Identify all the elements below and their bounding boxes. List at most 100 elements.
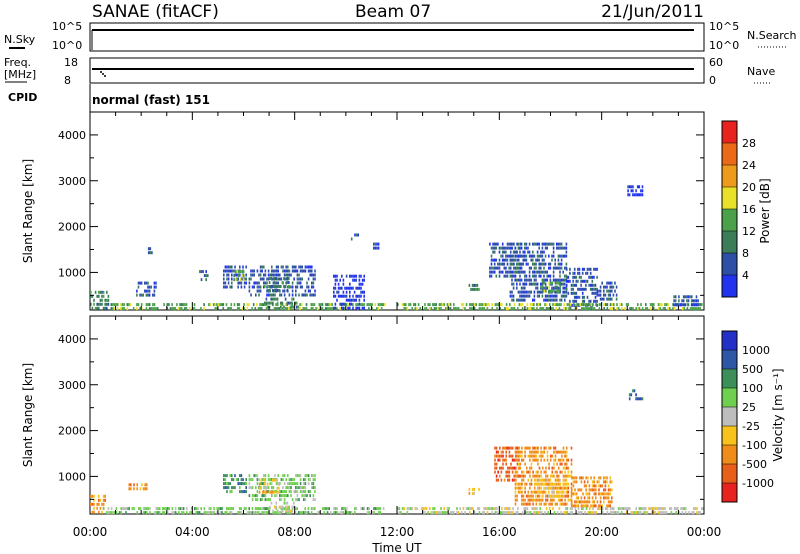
range-cell <box>548 294 550 298</box>
range-cell <box>239 482 241 486</box>
range-cell <box>540 282 542 286</box>
range-cell <box>582 476 584 480</box>
range-cell <box>641 193 644 197</box>
range-cell <box>136 289 138 293</box>
range-cell <box>683 307 685 311</box>
range-cell <box>223 478 225 482</box>
range-cell <box>537 511 540 515</box>
range-cell <box>521 502 523 506</box>
range-cell <box>290 273 292 277</box>
range-cell <box>333 306 335 310</box>
range-cell <box>562 270 564 274</box>
range-cell <box>681 507 684 511</box>
range-cell <box>521 446 523 450</box>
range-cell <box>583 279 586 283</box>
range-cell <box>142 507 145 511</box>
range-cell <box>489 266 491 270</box>
range-cell <box>349 290 351 294</box>
range-cell <box>276 297 279 301</box>
range-cell <box>231 273 233 277</box>
range-cell <box>236 303 239 307</box>
range-cell <box>535 446 538 450</box>
range-cell <box>575 496 578 500</box>
range-cell <box>600 507 602 511</box>
range-cell <box>495 446 498 450</box>
range-cell <box>511 242 513 246</box>
range-cell <box>577 496 579 500</box>
range-cell <box>329 303 332 307</box>
range-cell <box>522 254 524 258</box>
range-cell <box>592 303 594 307</box>
range-cell <box>695 303 698 307</box>
range-cell <box>304 269 307 273</box>
range-cell <box>516 258 518 262</box>
range-cell <box>525 507 527 511</box>
range-cell <box>142 293 144 297</box>
range-cell <box>261 507 263 511</box>
range-cell <box>604 488 607 492</box>
range-cell <box>133 507 135 511</box>
range-cell <box>304 482 307 486</box>
range-cell <box>176 303 178 307</box>
range-cell <box>552 507 554 511</box>
range-cell <box>205 270 207 274</box>
range-cell <box>675 507 677 511</box>
range-cell <box>540 498 542 502</box>
range-cell <box>217 303 220 307</box>
range-cell <box>275 273 278 277</box>
range-cell <box>258 478 260 482</box>
range-cell <box>290 482 292 486</box>
range-cell <box>557 286 560 290</box>
range-cell <box>440 511 442 515</box>
range-cell <box>286 307 289 311</box>
range-cell <box>272 285 274 288</box>
range-cell <box>503 478 506 482</box>
range-cell <box>611 281 613 285</box>
range-cell <box>521 490 523 494</box>
range-cell <box>291 482 294 486</box>
range-cell <box>591 504 594 508</box>
range-cell <box>113 303 116 307</box>
range-cell <box>591 283 594 287</box>
range-cell <box>283 507 286 511</box>
range-cell <box>611 488 613 492</box>
range-cell <box>511 258 514 262</box>
range-cell <box>472 307 474 311</box>
range-cell <box>277 474 279 478</box>
range-cell <box>153 281 156 285</box>
range-cell <box>585 303 588 307</box>
range-cell <box>166 303 169 307</box>
range-cell <box>292 297 295 301</box>
range-cell <box>309 265 311 269</box>
range-cell <box>299 482 302 486</box>
range-cell <box>496 507 498 511</box>
range-cell <box>533 282 536 286</box>
range-cell <box>514 258 516 262</box>
range-cell <box>611 285 613 289</box>
range-cell <box>593 504 595 508</box>
range-cell <box>584 307 586 311</box>
range-cell <box>574 500 576 504</box>
range-cell <box>570 474 573 478</box>
range-cell <box>541 246 544 250</box>
range-cell <box>549 454 552 458</box>
range-cell <box>250 293 252 297</box>
range-cell <box>155 507 158 511</box>
range-cell <box>603 297 605 301</box>
range-cell <box>293 265 295 269</box>
range-cell <box>517 466 520 470</box>
range-cell <box>630 511 633 515</box>
colorbar-segment <box>722 253 737 275</box>
range-cell <box>516 282 518 286</box>
range-cell <box>528 511 530 515</box>
range-cell <box>543 298 545 302</box>
range-cell <box>638 185 641 189</box>
range-cell <box>549 289 552 293</box>
range-cell <box>493 242 496 246</box>
range-cell <box>255 293 257 297</box>
range-cell <box>542 307 545 311</box>
range-cell <box>696 307 698 311</box>
range-cell <box>288 490 291 494</box>
range-cell <box>314 269 316 273</box>
range-cell <box>314 273 316 277</box>
